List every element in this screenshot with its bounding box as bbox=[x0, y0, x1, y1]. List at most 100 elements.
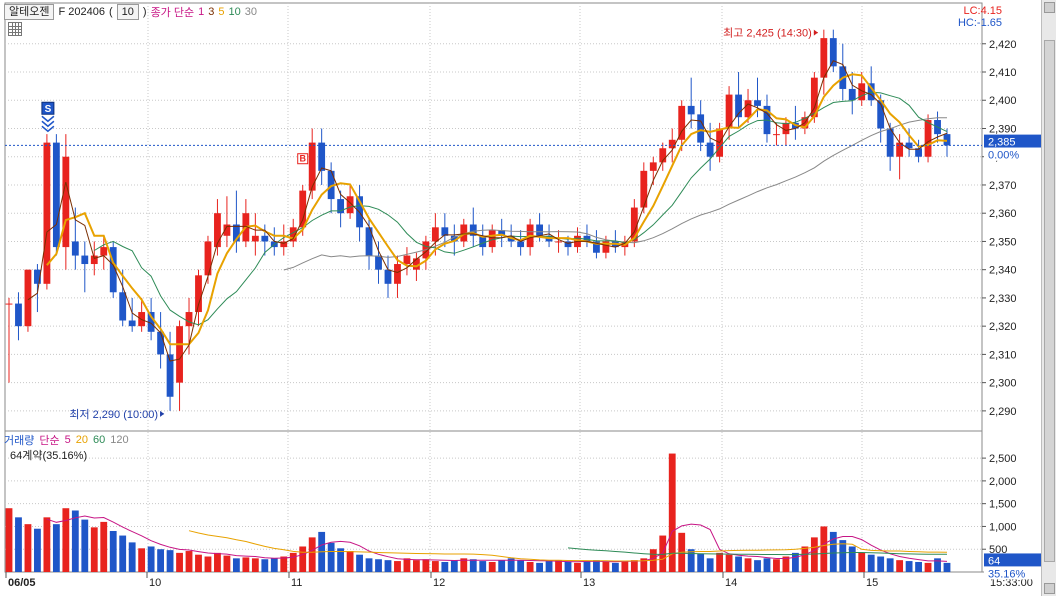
volume-bar[interactable] bbox=[915, 561, 922, 572]
volume-bar[interactable] bbox=[403, 558, 411, 572]
volume-bar[interactable] bbox=[204, 556, 212, 572]
candle[interactable] bbox=[100, 235, 108, 270]
volume-bar[interactable] bbox=[450, 560, 458, 572]
volume-bar[interactable] bbox=[176, 552, 183, 572]
volume-bar[interactable] bbox=[261, 559, 269, 572]
candle[interactable] bbox=[725, 86, 733, 140]
grid-toggle-icon[interactable] bbox=[8, 22, 22, 36]
volume-bar[interactable] bbox=[138, 548, 146, 572]
scroll-down-button[interactable] bbox=[1044, 583, 1055, 594]
volume-bar[interactable] bbox=[15, 517, 22, 572]
volume-bar[interactable] bbox=[119, 535, 127, 572]
candle[interactable] bbox=[858, 72, 866, 106]
buy-signal-marker[interactable]: B bbox=[297, 153, 309, 165]
volume-bar[interactable] bbox=[763, 558, 771, 572]
candle[interactable] bbox=[318, 128, 326, 185]
volume-bar[interactable] bbox=[109, 531, 117, 572]
volume-bar[interactable] bbox=[128, 542, 136, 572]
volume-bar[interactable] bbox=[185, 551, 193, 572]
candle[interactable] bbox=[479, 224, 487, 256]
volume-bar[interactable] bbox=[829, 531, 837, 572]
volume-bar[interactable] bbox=[289, 552, 297, 572]
contract-code[interactable]: F 202406 bbox=[58, 6, 105, 18]
volume-bar[interactable] bbox=[346, 551, 354, 572]
candle[interactable] bbox=[460, 218, 468, 248]
volume-bar[interactable] bbox=[820, 526, 828, 572]
volume-bar[interactable] bbox=[526, 561, 534, 572]
volume-bar[interactable] bbox=[555, 560, 562, 572]
volume-bar[interactable] bbox=[299, 546, 307, 572]
volume-bar[interactable] bbox=[62, 508, 70, 572]
candle[interactable] bbox=[62, 134, 70, 270]
candle[interactable] bbox=[678, 100, 686, 152]
volume-bar[interactable] bbox=[858, 552, 866, 572]
candle[interactable] bbox=[346, 184, 354, 219]
volume-bar[interactable] bbox=[801, 546, 809, 572]
volume-bar[interactable] bbox=[195, 554, 202, 572]
volume-bar[interactable] bbox=[621, 561, 629, 572]
volume-bar[interactable] bbox=[791, 552, 799, 572]
volume-bar[interactable] bbox=[232, 558, 240, 572]
volume-bar[interactable] bbox=[574, 562, 581, 572]
candle[interactable] bbox=[422, 235, 430, 270]
price-pane[interactable]: 최고 2,425 (14:30) 최저 2,290 (10:00) S B bbox=[5, 27, 982, 421]
candle[interactable] bbox=[81, 241, 89, 293]
volume-bar[interactable] bbox=[327, 542, 335, 572]
volume-bar[interactable] bbox=[877, 556, 885, 572]
candle[interactable] bbox=[24, 269, 32, 332]
candle[interactable] bbox=[52, 134, 60, 256]
candle[interactable] bbox=[555, 230, 562, 253]
candle[interactable] bbox=[15, 292, 22, 341]
volume-bar[interactable] bbox=[308, 537, 316, 572]
candle[interactable] bbox=[848, 72, 856, 115]
volume-bar[interactable] bbox=[583, 561, 591, 572]
volume-bar[interactable] bbox=[536, 562, 543, 572]
volume-bar[interactable] bbox=[498, 560, 506, 572]
candle[interactable] bbox=[640, 162, 648, 214]
volume-bar[interactable] bbox=[735, 556, 742, 572]
candle[interactable] bbox=[668, 128, 676, 163]
candle[interactable] bbox=[384, 255, 392, 298]
candle[interactable] bbox=[697, 100, 705, 152]
volume-bar[interactable] bbox=[441, 561, 449, 572]
candle[interactable] bbox=[744, 88, 752, 123]
volume-bar[interactable] bbox=[166, 550, 174, 572]
candle[interactable] bbox=[375, 241, 382, 284]
candle[interactable] bbox=[820, 29, 828, 95]
volume-bar[interactable] bbox=[687, 549, 695, 572]
volume-bar[interactable] bbox=[251, 558, 259, 572]
symbol-selector[interactable]: 알테오젠 bbox=[4, 4, 55, 20]
volume-bar[interactable] bbox=[5, 508, 13, 572]
candle[interactable] bbox=[517, 230, 525, 256]
volume-bar[interactable] bbox=[725, 554, 733, 572]
candle[interactable] bbox=[43, 134, 51, 290]
volume-bar[interactable] bbox=[716, 552, 724, 572]
volume-bar[interactable] bbox=[394, 561, 401, 572]
volume-bar[interactable] bbox=[488, 561, 496, 572]
candle[interactable] bbox=[498, 218, 506, 248]
volume-bar[interactable] bbox=[71, 510, 79, 573]
candle[interactable] bbox=[896, 134, 904, 180]
candle[interactable] bbox=[687, 77, 695, 129]
volume-bar[interactable] bbox=[593, 560, 600, 572]
volume-bar[interactable] bbox=[214, 552, 221, 572]
candle[interactable] bbox=[886, 122, 894, 171]
volume-bar[interactable] bbox=[754, 560, 761, 572]
volume-bar[interactable] bbox=[337, 548, 345, 572]
candle[interactable] bbox=[223, 196, 231, 248]
volume-bar[interactable] bbox=[413, 560, 420, 572]
volume-bar[interactable] bbox=[34, 528, 41, 572]
volume-bar[interactable] bbox=[43, 517, 51, 572]
candle[interactable] bbox=[214, 199, 221, 256]
volume-bar[interactable] bbox=[659, 535, 667, 572]
volume-bar[interactable] bbox=[744, 558, 752, 572]
volume-bar[interactable] bbox=[52, 524, 60, 572]
candle[interactable] bbox=[829, 29, 837, 73]
volume-bar[interactable] bbox=[905, 561, 913, 572]
volume-bar[interactable] bbox=[157, 549, 165, 572]
volume-bar[interactable] bbox=[839, 540, 847, 572]
volume-bar[interactable] bbox=[431, 561, 439, 572]
volume-bar[interactable] bbox=[384, 560, 392, 572]
volume-bar[interactable] bbox=[924, 562, 932, 572]
